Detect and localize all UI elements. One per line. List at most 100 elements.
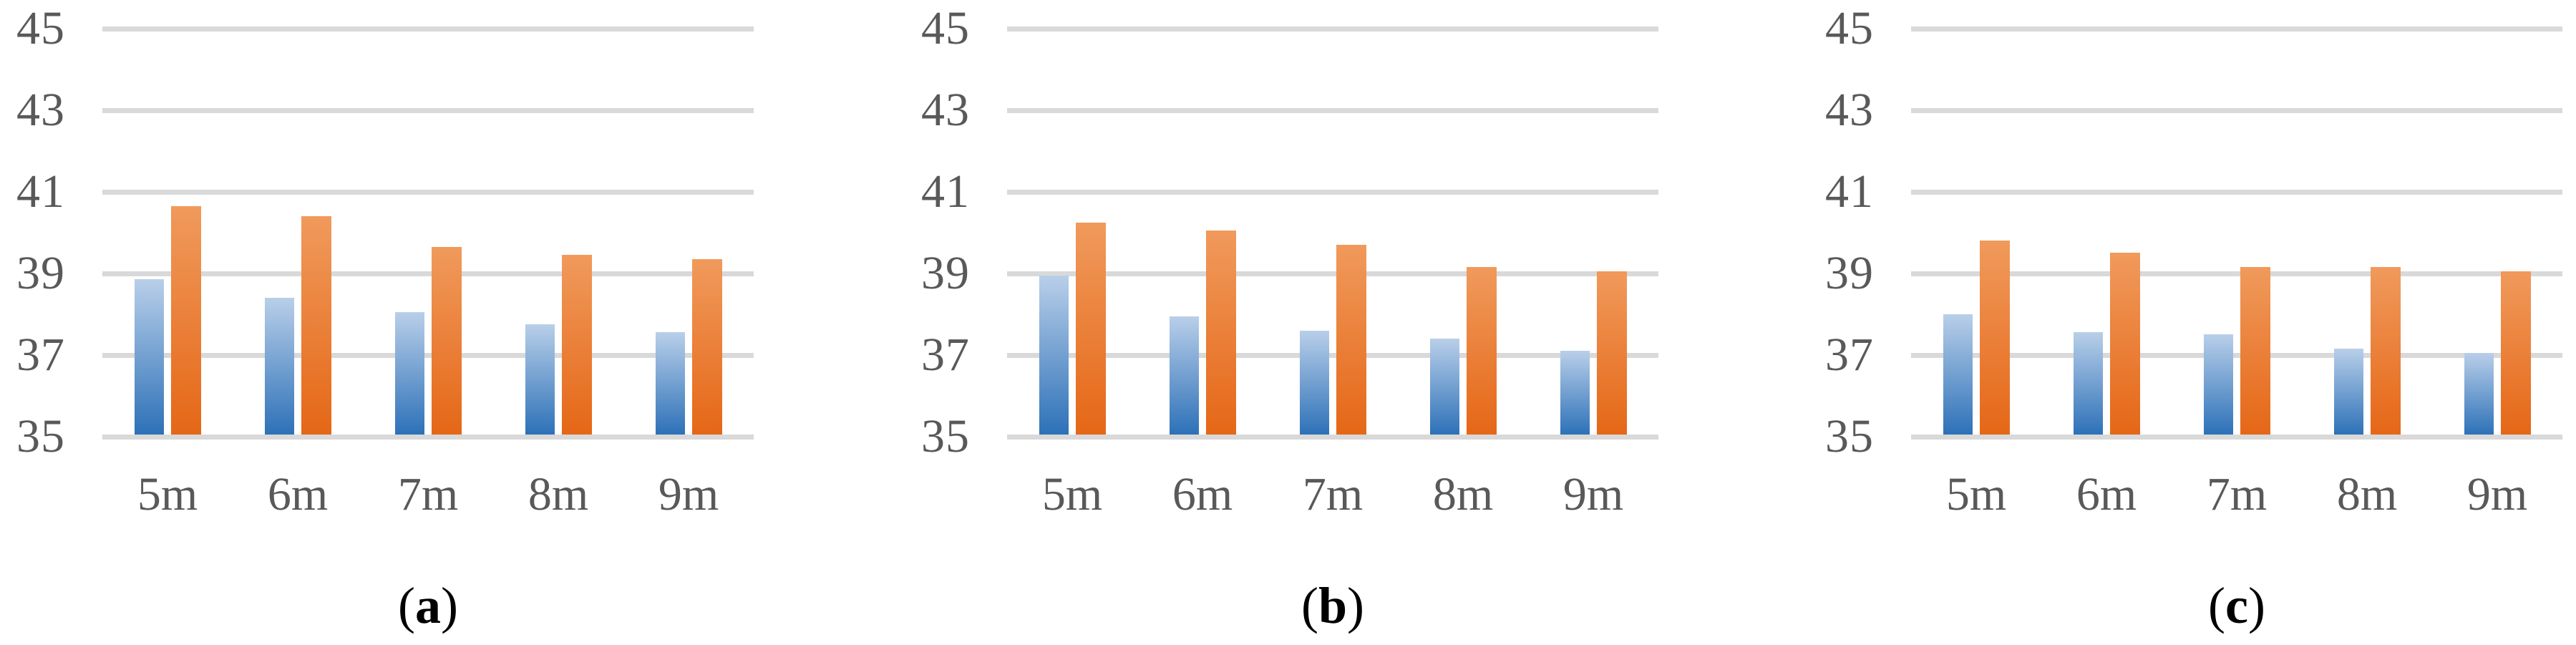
blue-bar	[525, 324, 555, 435]
caption-close-paren: )	[1347, 577, 1364, 634]
y-axis-a: 45 43 41 39 37 35	[0, 0, 102, 462]
category-cell	[1268, 29, 1398, 437]
orange-bar	[2500, 271, 2531, 435]
gridline	[1911, 271, 2562, 276]
y-tick-label: 43	[921, 84, 970, 136]
x-tick-label: 7m	[2206, 468, 2268, 520]
blue-bar	[264, 298, 294, 435]
chart-caption-b: (b)	[1007, 573, 1658, 639]
category-cell	[623, 29, 754, 437]
y-tick-label: 45	[1825, 2, 1874, 54]
category-cell	[493, 29, 623, 437]
chart-caption-a: (a)	[102, 573, 754, 639]
orange-bar	[1596, 271, 1627, 435]
y-tick-label: 39	[16, 247, 65, 299]
category-cells	[1911, 29, 2562, 437]
chart-panel-c: 45 43 41 39 37 35 5m 6m 7m 8m 9m (c)	[1718, 0, 2576, 645]
x-tick-label: 6m	[2076, 468, 2137, 520]
y-tick-label: 41	[16, 165, 65, 218]
orange-bar	[561, 255, 592, 435]
category-cell	[1137, 29, 1268, 437]
caption-open-paren: (	[1301, 577, 1318, 634]
orange-bar	[691, 259, 722, 435]
y-tick-label: 37	[16, 329, 65, 381]
x-axis-labels-a: 5m 6m 7m 8m 9m	[102, 462, 754, 527]
y-axis-c: 45 43 41 39 37 35	[1718, 0, 1911, 462]
category-cell	[233, 29, 363, 437]
chart-caption-c: (c)	[1911, 573, 2562, 639]
orange-bar	[431, 247, 462, 435]
x-tick-label: 9m	[2466, 468, 2528, 520]
caption-open-paren: (	[2208, 577, 2226, 634]
category-cell	[1528, 29, 1658, 437]
orange-bar	[1979, 241, 2010, 435]
gridline	[1911, 108, 2562, 113]
y-axis-b: 45 43 41 39 37 35	[859, 0, 1007, 462]
category-cell	[363, 29, 493, 437]
category-cell	[2302, 29, 2432, 437]
blue-bar	[1943, 314, 1973, 435]
gridline	[1911, 435, 2562, 440]
y-tick-label: 41	[921, 165, 970, 218]
orange-bar	[2370, 267, 2401, 435]
gridline	[102, 190, 754, 195]
plot-area-b	[1007, 26, 1658, 440]
y-tick-label: 45	[16, 2, 65, 54]
blue-bar	[1560, 351, 1590, 435]
blue-bar	[1429, 339, 1459, 435]
orange-bar	[301, 216, 331, 435]
category-cell	[1007, 29, 1137, 437]
orange-bar	[1466, 267, 1497, 435]
blue-bar	[2073, 332, 2103, 435]
blue-bar	[2203, 334, 2233, 435]
caption-letter: c	[2225, 577, 2248, 634]
y-tick-label: 45	[921, 2, 970, 54]
blue-bar	[1039, 276, 1069, 435]
y-tick-label: 43	[16, 84, 65, 136]
blue-bar	[2333, 349, 2363, 435]
chart-area-c: 45 43 41 39 37 35	[1718, 0, 2576, 462]
gridline	[1007, 353, 1658, 358]
category-cell	[1911, 29, 2041, 437]
blue-bar	[1169, 316, 1199, 435]
caption-letter: b	[1318, 577, 1348, 634]
blue-bar	[394, 312, 424, 435]
x-tick-label: 7m	[397, 468, 459, 520]
blue-bar	[2464, 353, 2494, 435]
y-tick-label: 35	[1825, 410, 1874, 462]
y-tick-label: 35	[16, 410, 65, 462]
gridline	[1007, 190, 1658, 195]
y-tick-label: 43	[1825, 84, 1874, 136]
orange-bar	[2109, 253, 2140, 435]
chart-panel-a: 45 43 41 39 37 35 5m 6m 7m 8m 9m (a)	[0, 0, 859, 645]
chart-area-a: 45 43 41 39 37 35	[0, 0, 859, 462]
gridline	[102, 26, 754, 31]
caption-close-paren: )	[441, 577, 458, 634]
x-tick-label: 5m	[137, 468, 198, 520]
orange-bar	[170, 206, 201, 435]
x-tick-label: 9m	[658, 468, 719, 520]
y-tick-label: 41	[1825, 165, 1874, 218]
category-cell	[102, 29, 233, 437]
blue-bar	[1299, 331, 1329, 435]
blue-bar	[655, 332, 685, 435]
chart-area-b: 45 43 41 39 37 35	[859, 0, 1718, 462]
orange-bar	[1336, 245, 1366, 435]
chart-panel-b: 45 43 41 39 37 35 5m 6m 7m 8m 9m (b)	[859, 0, 1718, 645]
category-cell	[2172, 29, 2302, 437]
category-cells	[102, 29, 754, 437]
gridline	[1911, 26, 2562, 31]
category-cell	[2432, 29, 2562, 437]
x-tick-label: 8m	[528, 468, 589, 520]
gridline	[102, 271, 754, 276]
caption-close-paren: )	[2247, 577, 2265, 634]
gridline	[1007, 435, 1658, 440]
x-tick-label: 6m	[1172, 468, 1233, 520]
category-cell	[1398, 29, 1528, 437]
y-tick-label: 35	[921, 410, 970, 462]
y-tick-label: 39	[1825, 247, 1874, 299]
x-tick-label: 8m	[1432, 468, 1494, 520]
x-tick-label: 8m	[2336, 468, 2398, 520]
x-tick-label: 5m	[1945, 468, 2007, 520]
